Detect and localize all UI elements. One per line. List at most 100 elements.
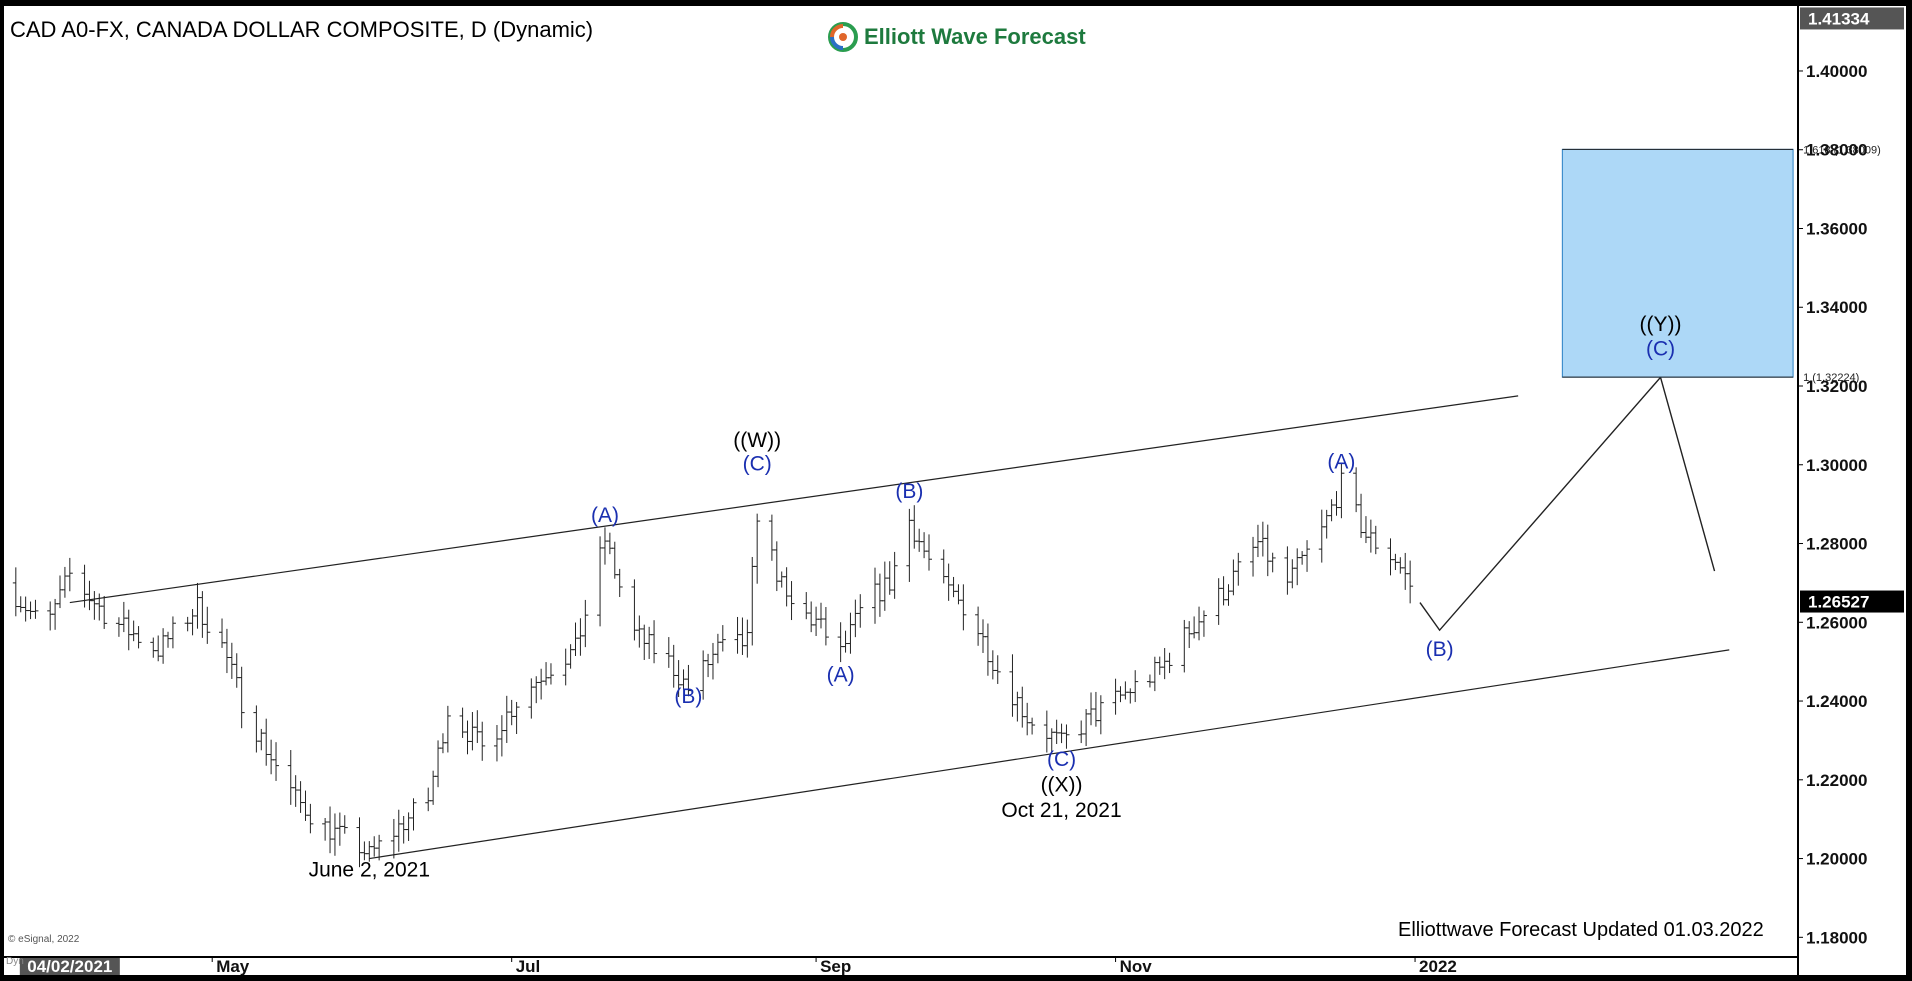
ohlc-bar (435, 740, 442, 788)
ohlc-bar (1225, 584, 1232, 606)
wave-label[interactable]: (B) (674, 685, 702, 708)
ohlc-bar (567, 644, 574, 669)
x-tick-label: Jul (516, 957, 541, 976)
ohlc-bar (327, 806, 334, 854)
x-cursor-date-marker (19, 958, 120, 975)
ohlc-bar (773, 541, 780, 592)
ohlc-bar (955, 584, 962, 605)
ohlc-bar (292, 775, 299, 807)
ohlc-bar (194, 582, 201, 629)
ohlc-bar (513, 701, 520, 734)
ohlc-bar (1215, 578, 1222, 625)
ohlc-bar (204, 606, 211, 644)
ohlc-bar (22, 596, 29, 622)
ohlc-bar (916, 528, 923, 552)
ohlc-bar (430, 770, 437, 805)
elliott-wave-logo-icon (828, 22, 858, 52)
y-tick-label: 1.34000 (1806, 298, 1867, 317)
ohlc-bar (189, 609, 196, 636)
ohlc-bar (1304, 540, 1311, 572)
ohlc-bar (837, 622, 844, 663)
ohlc-bar (503, 695, 510, 743)
ohlc-bar (238, 666, 245, 729)
date-annotation[interactable]: June 2, 2021 (309, 858, 430, 881)
target-zone-box[interactable] (1561, 148, 1794, 378)
ohlc-bar (1220, 576, 1227, 606)
ohlc-bar (1161, 648, 1168, 680)
update-note: Elliottwave Forecast Updated 01.03.2022 (1398, 919, 1764, 941)
ohlc-bar (921, 532, 928, 559)
ohlc-bar (994, 655, 1001, 684)
wave-label[interactable]: (A) (591, 504, 619, 527)
ohlc-bar (1362, 516, 1369, 544)
ohlc-bar (169, 616, 176, 649)
wave-label[interactable]: (A) (827, 663, 855, 686)
ohlc-bar (1078, 720, 1085, 744)
top-price-label: 1.41334 (1808, 9, 1870, 28)
ohlc-bar (709, 642, 716, 680)
ohlc-bar (562, 648, 569, 686)
wave-label[interactable]: (B) (1426, 638, 1454, 661)
ohlc-bar (778, 571, 785, 588)
ohlc-bar (1191, 616, 1198, 639)
wave-label[interactable]: ((W)) (733, 429, 781, 452)
ohlc-bar (405, 812, 412, 841)
ohlc-bar (130, 620, 137, 642)
ohlc-bar (754, 513, 761, 584)
ohlc-bar (125, 609, 132, 651)
y-tick-label: 1.28000 (1806, 535, 1867, 554)
ohlc-bar (150, 637, 157, 658)
ohlc-bar (538, 668, 545, 700)
ohlc-bar (425, 787, 432, 812)
y-tick-label: 1.30000 (1806, 456, 1867, 475)
ohlc-bar (646, 626, 653, 659)
ohlc-bar (734, 616, 741, 654)
wave-label[interactable]: (A) (1327, 451, 1355, 474)
wave-label[interactable]: ((X)) (1041, 774, 1083, 797)
ohlc-bar (101, 595, 108, 629)
ohlc-bar (498, 715, 505, 757)
brand: Elliott Wave Forecast (828, 22, 1086, 52)
ohlc-bar (469, 711, 476, 751)
ohlc-bar (115, 617, 122, 637)
wave-label[interactable]: (C) (1047, 748, 1076, 771)
ohlc-bar (1299, 551, 1306, 565)
date-annotation[interactable]: Oct 21, 2021 (1001, 799, 1121, 822)
ohlc-bar (1230, 559, 1237, 596)
ohlc-bar (268, 739, 275, 775)
ohlc-bar (783, 567, 790, 607)
ohlc-bar (307, 803, 314, 834)
ohlc-bar (1097, 695, 1104, 735)
ohlc-bar (508, 699, 515, 726)
dynamic-mode-label[interactable]: Dyn (6, 956, 24, 967)
ohlc-bar (906, 508, 913, 582)
ohlc-bar (1254, 524, 1261, 558)
fib-level-label: 1.618 (1.38009) (1803, 144, 1881, 156)
ohlc-bar (1372, 525, 1379, 555)
frame-right-border (1906, 0, 1912, 981)
projection-path[interactable] (1419, 375, 1716, 632)
copyright-note: © eSignal, 2022 (8, 934, 80, 945)
channel-line-lower[interactable] (369, 649, 1730, 860)
x-tick-label: May (216, 957, 250, 976)
ohlc-bar (165, 631, 172, 648)
ohlc-bar (1029, 717, 1036, 735)
ohlc-bar (975, 606, 982, 646)
ohlc-bar (543, 662, 550, 686)
ohlc-bar (395, 809, 402, 852)
wave-label[interactable]: (C) (743, 453, 772, 476)
wave-label[interactable]: (C) (1646, 338, 1675, 361)
y-tick-label: 1.24000 (1806, 692, 1867, 711)
ohlc-bar (390, 818, 397, 859)
ohlc-bar (253, 705, 260, 753)
ohlc-bar (871, 567, 878, 624)
wave-label[interactable]: ((Y)) (1640, 313, 1682, 336)
ohlc-bar (223, 628, 230, 674)
ohlc-bar (1318, 509, 1325, 563)
ohlc-bar (1402, 552, 1409, 590)
channel-line-upper[interactable] (69, 395, 1519, 604)
ohlc-bar (66, 557, 73, 592)
wave-label[interactable]: (B) (895, 480, 923, 503)
